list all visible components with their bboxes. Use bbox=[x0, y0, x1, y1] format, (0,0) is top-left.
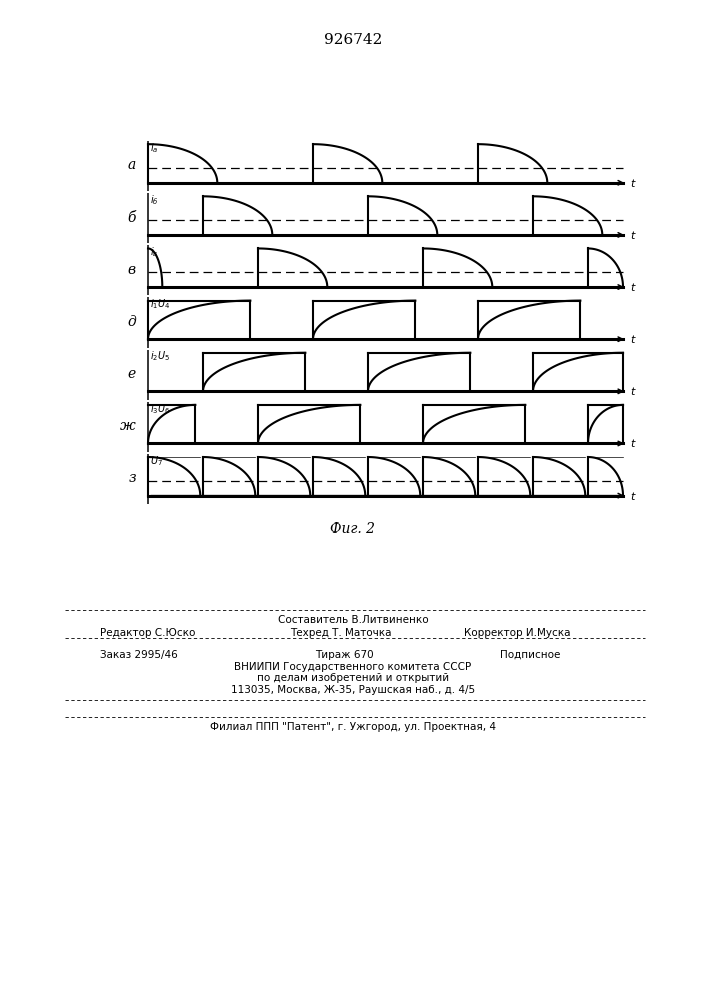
Text: $i_1 U_4$: $i_1 U_4$ bbox=[150, 297, 170, 311]
Text: Филиал ППП "Патент", г. Ужгород, ул. Проектная, 4: Филиал ППП "Патент", г. Ужгород, ул. Про… bbox=[210, 722, 496, 732]
Text: $t$: $t$ bbox=[630, 437, 637, 449]
Text: Составитель В.Литвиненко: Составитель В.Литвиненко bbox=[278, 615, 428, 625]
Text: е: е bbox=[128, 367, 136, 381]
Text: Подписное: Подписное bbox=[500, 650, 560, 660]
Text: ж: ж bbox=[120, 419, 136, 433]
Text: $i_в$: $i_в$ bbox=[150, 245, 158, 259]
Text: Тираж 670: Тираж 670 bbox=[315, 650, 373, 660]
Text: $i_3 U_6$: $i_3 U_6$ bbox=[150, 402, 170, 416]
Text: $i_б$: $i_б$ bbox=[150, 193, 158, 207]
Text: з: з bbox=[129, 471, 136, 485]
Text: $t$: $t$ bbox=[630, 281, 637, 293]
Text: 113035, Москва, Ж-35, Раушская наб., д. 4/5: 113035, Москва, Ж-35, Раушская наб., д. … bbox=[231, 685, 475, 695]
Text: Корректор И.Муска: Корректор И.Муска bbox=[464, 628, 570, 638]
Text: $U_7$: $U_7$ bbox=[150, 454, 163, 468]
Text: по делам изобретений и открытий: по делам изобретений и открытий bbox=[257, 673, 449, 683]
Text: $i_2 U_5$: $i_2 U_5$ bbox=[150, 350, 170, 363]
Text: $t$: $t$ bbox=[630, 490, 637, 502]
Text: в: в bbox=[128, 263, 136, 277]
Text: б: б bbox=[127, 211, 136, 225]
Text: $t$: $t$ bbox=[630, 385, 637, 397]
Text: Техред Т. Маточка: Техред Т. Маточка bbox=[290, 628, 392, 638]
Text: д: д bbox=[127, 315, 136, 329]
Text: $t$: $t$ bbox=[630, 177, 637, 189]
Text: Редактор С.Юско: Редактор С.Юско bbox=[100, 628, 195, 638]
Text: а: а bbox=[128, 158, 136, 172]
Text: Фиг. 2: Фиг. 2 bbox=[330, 522, 375, 536]
Text: $i_a$: $i_a$ bbox=[150, 141, 158, 155]
Text: Заказ 2995/46: Заказ 2995/46 bbox=[100, 650, 177, 660]
Text: $t$: $t$ bbox=[630, 333, 637, 345]
Text: 926742: 926742 bbox=[324, 33, 382, 47]
Text: $t$: $t$ bbox=[630, 229, 637, 241]
Text: ВНИИПИ Государственного комитета СССР: ВНИИПИ Государственного комитета СССР bbox=[235, 662, 472, 672]
